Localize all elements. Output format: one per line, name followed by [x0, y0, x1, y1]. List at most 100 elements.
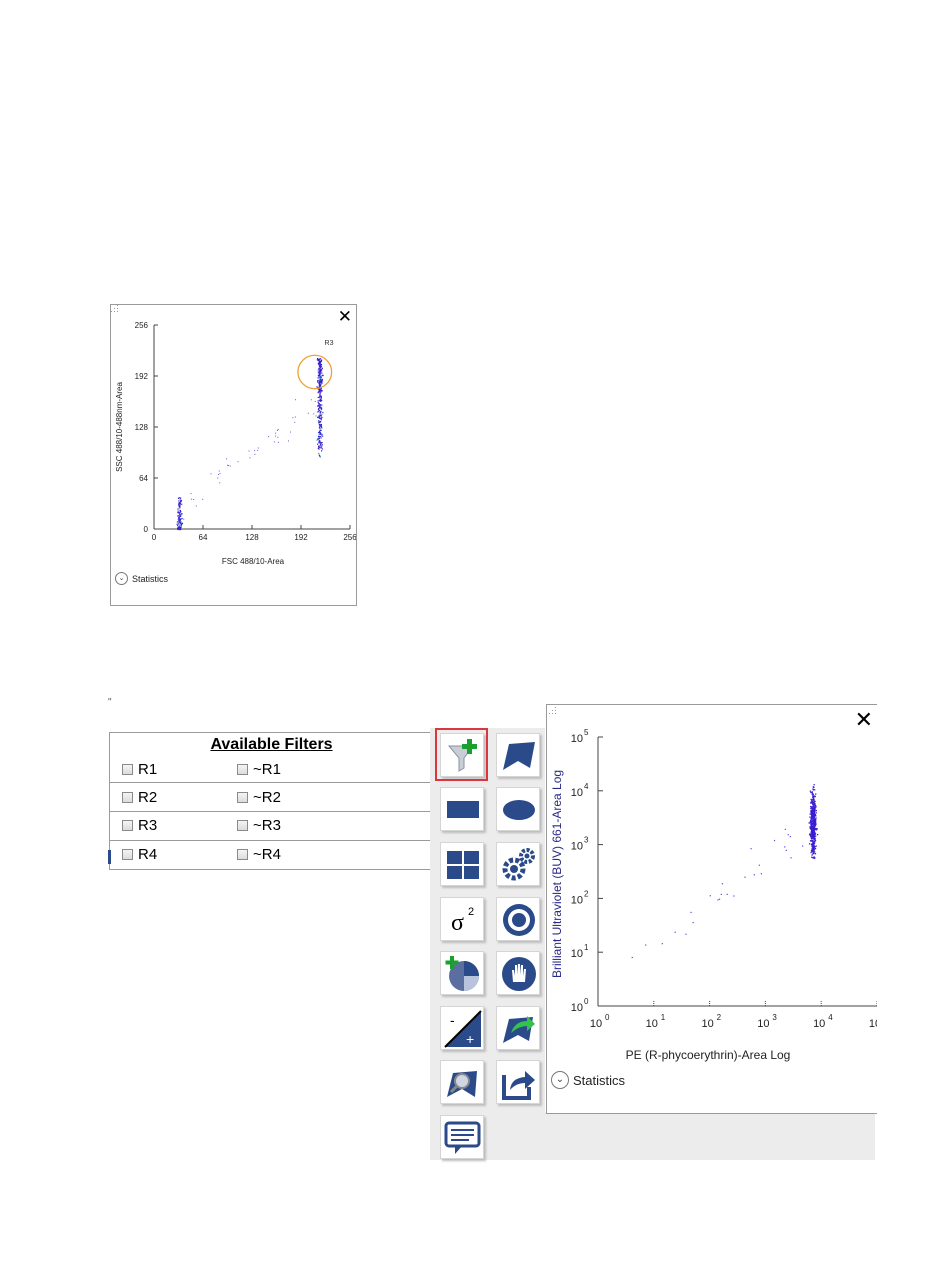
data-point — [810, 810, 812, 813]
checkbox[interactable] — [122, 792, 133, 803]
comment-button[interactable] — [440, 1115, 484, 1159]
y-tick-label: 10 — [571, 733, 583, 745]
filter-checkbox-r4[interactable]: R4 — [122, 846, 157, 863]
data-point — [319, 391, 321, 393]
data-point — [721, 883, 723, 885]
x-tick-label: 192 — [294, 533, 308, 542]
statistics-toggle[interactable]: ⌄ Statistics — [115, 572, 168, 585]
x-tick-label: 10 — [869, 1018, 877, 1030]
add-overlay-icon — [445, 956, 479, 991]
data-point — [813, 819, 815, 822]
target-button[interactable] — [496, 897, 540, 941]
export-gate-button[interactable] — [496, 1006, 540, 1050]
checkbox[interactable] — [122, 764, 133, 775]
data-point — [318, 363, 320, 366]
checkbox[interactable] — [237, 792, 248, 803]
polygon-gate-button[interactable] — [496, 733, 540, 777]
data-point — [181, 503, 183, 505]
add-overlay-button[interactable] — [440, 951, 484, 995]
data-point — [319, 388, 321, 391]
resize-grip-icon[interactable] — [111, 305, 119, 313]
data-point — [813, 850, 815, 852]
data-point — [179, 504, 181, 506]
data-point — [314, 400, 316, 402]
quadrant-gate-button[interactable] — [440, 842, 484, 886]
pan-button[interactable] — [496, 951, 540, 995]
export-gate-icon — [503, 1016, 535, 1043]
data-point — [319, 374, 321, 376]
data-point — [812, 819, 814, 822]
checkbox[interactable] — [122, 849, 133, 860]
checkbox[interactable] — [122, 820, 133, 831]
data-point — [813, 811, 816, 813]
data-point — [812, 804, 814, 806]
filter-checkbox-not-r2[interactable]: ~R2 — [237, 789, 281, 806]
y-tick-label: 256 — [135, 321, 149, 330]
resize-grip-icon[interactable] — [547, 705, 557, 715]
data-point — [811, 822, 813, 824]
data-point — [815, 809, 817, 812]
data-point — [320, 390, 322, 392]
data-point — [720, 893, 722, 895]
y-tick-label: 10 — [571, 894, 583, 906]
data-point — [785, 849, 787, 851]
data-point — [319, 400, 321, 402]
filter-checkbox-not-r1[interactable]: ~R1 — [237, 761, 281, 778]
data-point — [811, 820, 813, 823]
y-tick-exponent: 0 — [584, 997, 589, 1006]
data-point — [292, 417, 294, 419]
data-point — [733, 895, 735, 897]
data-point — [811, 828, 813, 830]
data-point — [177, 524, 179, 527]
data-point — [814, 805, 817, 807]
close-icon[interactable]: ✕ — [854, 707, 873, 732]
data-point — [812, 834, 814, 837]
data-point — [810, 817, 812, 819]
data-point — [218, 474, 220, 476]
data-point — [320, 397, 322, 399]
data-point — [813, 829, 815, 831]
data-point — [813, 815, 815, 817]
share-export-button[interactable] — [496, 1060, 540, 1104]
data-point — [316, 443, 319, 445]
data-point — [318, 421, 320, 423]
settings-button[interactable] — [496, 842, 540, 886]
data-point — [319, 446, 321, 448]
data-point — [809, 813, 811, 815]
checkbox[interactable] — [237, 820, 248, 831]
data-point — [179, 511, 181, 514]
rectangle-gate-button[interactable] — [440, 787, 484, 831]
statistics-toggle[interactable]: ⌄ Statistics — [551, 1071, 625, 1089]
data-point — [814, 789, 816, 791]
data-point — [811, 829, 814, 831]
data-point — [812, 831, 815, 834]
data-point — [177, 518, 179, 521]
data-point — [812, 823, 814, 825]
add-filter-button[interactable] — [440, 733, 484, 777]
filter-checkbox-r1[interactable]: R1 — [122, 761, 157, 778]
data-point — [254, 450, 256, 452]
filter-checkbox-r2[interactable]: R2 — [122, 789, 157, 806]
checkbox[interactable] — [237, 764, 248, 775]
data-point — [318, 379, 320, 382]
close-icon[interactable]: ✕ — [337, 307, 352, 326]
minus-glyph: - — [450, 1012, 455, 1028]
checkbox[interactable] — [237, 849, 248, 860]
data-point — [809, 816, 811, 818]
data-point — [811, 809, 813, 811]
filter-checkbox-not-r3[interactable]: ~R3 — [237, 817, 281, 834]
zoom-diagonal-button[interactable]: - + — [440, 1006, 484, 1050]
filter-checkbox-not-r4[interactable]: ~R4 — [237, 846, 281, 863]
data-point — [320, 370, 323, 372]
statistics-button[interactable]: σ 2 — [440, 897, 484, 941]
ellipse-gate-button[interactable] — [496, 787, 540, 831]
data-point — [809, 834, 811, 836]
data-point — [813, 814, 815, 816]
filter-checkbox-r3[interactable]: R3 — [122, 817, 157, 834]
zoom-gate-button[interactable] — [440, 1060, 484, 1104]
data-point — [180, 525, 183, 527]
data-point — [814, 822, 817, 824]
data-point — [321, 407, 323, 409]
data-point — [815, 817, 817, 819]
data-point — [810, 844, 813, 846]
